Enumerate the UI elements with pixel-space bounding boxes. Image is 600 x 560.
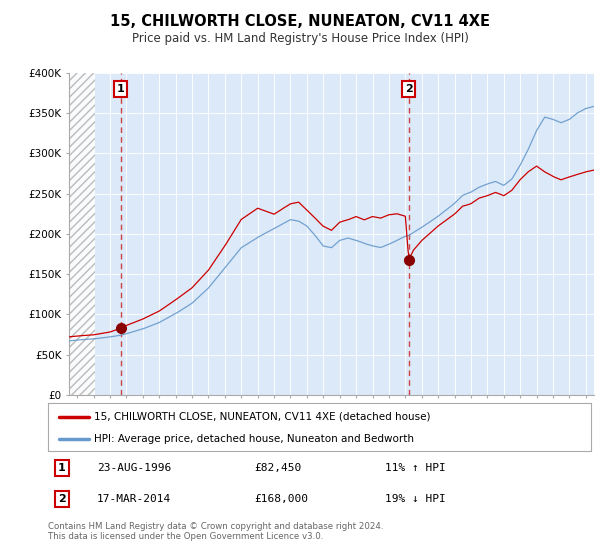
Text: 15, CHILWORTH CLOSE, NUNEATON, CV11 4XE: 15, CHILWORTH CLOSE, NUNEATON, CV11 4XE	[110, 14, 490, 29]
Text: 11% ↑ HPI: 11% ↑ HPI	[385, 463, 445, 473]
Text: £82,450: £82,450	[254, 463, 302, 473]
Text: 1: 1	[58, 463, 65, 473]
Text: 15, CHILWORTH CLOSE, NUNEATON, CV11 4XE (detached house): 15, CHILWORTH CLOSE, NUNEATON, CV11 4XE …	[94, 412, 431, 422]
Bar	[69, 40, 95, 395]
Text: £168,000: £168,000	[254, 494, 308, 503]
Text: 1: 1	[116, 84, 124, 94]
Text: 2: 2	[58, 494, 65, 503]
Text: 23-AUG-1996: 23-AUG-1996	[97, 463, 171, 473]
Text: Contains HM Land Registry data © Crown copyright and database right 2024.
This d: Contains HM Land Registry data © Crown c…	[48, 522, 383, 542]
Text: Price paid vs. HM Land Registry's House Price Index (HPI): Price paid vs. HM Land Registry's House …	[131, 32, 469, 45]
Text: HPI: Average price, detached house, Nuneaton and Bedworth: HPI: Average price, detached house, Nune…	[94, 434, 414, 444]
Text: 19% ↓ HPI: 19% ↓ HPI	[385, 494, 445, 503]
Text: 2: 2	[405, 84, 413, 94]
Text: 17-MAR-2014: 17-MAR-2014	[97, 494, 171, 503]
